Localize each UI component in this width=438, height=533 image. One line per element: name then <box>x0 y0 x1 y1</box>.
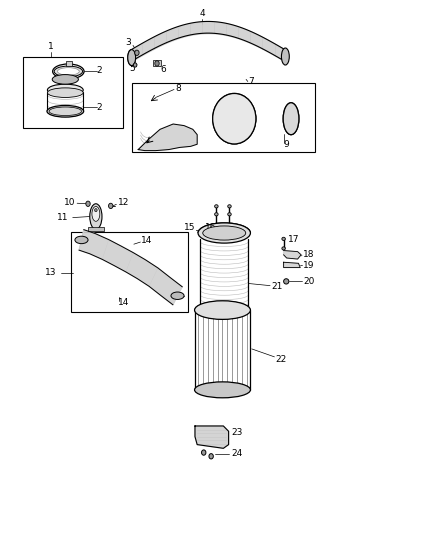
Text: 16: 16 <box>205 223 217 232</box>
Ellipse shape <box>54 66 82 77</box>
Ellipse shape <box>228 213 231 216</box>
Text: 4: 4 <box>200 9 205 18</box>
Text: 8: 8 <box>175 84 181 93</box>
Ellipse shape <box>128 50 136 66</box>
Ellipse shape <box>203 226 246 240</box>
Ellipse shape <box>171 292 184 300</box>
Ellipse shape <box>49 107 81 116</box>
Ellipse shape <box>53 64 84 79</box>
Ellipse shape <box>194 301 251 319</box>
Ellipse shape <box>282 48 289 65</box>
Ellipse shape <box>194 382 251 398</box>
Text: 2: 2 <box>97 67 102 75</box>
Ellipse shape <box>47 88 83 98</box>
Text: 7: 7 <box>249 77 254 86</box>
Ellipse shape <box>109 203 113 208</box>
Ellipse shape <box>215 205 218 208</box>
Text: 22: 22 <box>276 355 287 364</box>
Polygon shape <box>195 426 229 448</box>
Text: 3: 3 <box>125 38 131 47</box>
Ellipse shape <box>75 236 88 244</box>
Text: 17: 17 <box>288 236 300 245</box>
Ellipse shape <box>134 63 137 67</box>
Text: 2: 2 <box>97 102 102 111</box>
Text: 14: 14 <box>141 237 153 246</box>
Ellipse shape <box>47 84 83 96</box>
Text: 11: 11 <box>57 213 69 222</box>
Text: 12: 12 <box>118 198 129 207</box>
Ellipse shape <box>201 450 206 455</box>
Text: 19: 19 <box>303 261 315 270</box>
Text: 5: 5 <box>130 64 135 73</box>
Text: 15: 15 <box>184 223 195 232</box>
Bar <box>132 83 315 152</box>
Ellipse shape <box>209 454 213 459</box>
Text: 23: 23 <box>231 428 243 437</box>
Text: 21: 21 <box>272 282 283 291</box>
Ellipse shape <box>86 201 90 206</box>
Ellipse shape <box>213 93 256 144</box>
Text: 18: 18 <box>303 251 315 260</box>
Ellipse shape <box>47 106 84 117</box>
Ellipse shape <box>92 206 100 221</box>
Polygon shape <box>138 124 197 151</box>
Ellipse shape <box>200 302 248 317</box>
Ellipse shape <box>135 50 139 55</box>
Bar <box>88 227 104 231</box>
Bar <box>22 56 123 128</box>
Ellipse shape <box>282 247 286 250</box>
Ellipse shape <box>155 61 159 66</box>
Polygon shape <box>79 230 182 305</box>
Ellipse shape <box>198 223 251 243</box>
Bar <box>71 232 188 312</box>
Text: 13: 13 <box>45 269 57 277</box>
Text: 24: 24 <box>231 449 243 458</box>
Ellipse shape <box>215 213 218 216</box>
Text: 6: 6 <box>160 66 166 74</box>
Polygon shape <box>284 262 300 268</box>
Ellipse shape <box>52 75 78 84</box>
Polygon shape <box>284 251 301 259</box>
Text: 9: 9 <box>284 140 290 149</box>
Ellipse shape <box>283 103 299 135</box>
Ellipse shape <box>95 208 97 212</box>
Text: 10: 10 <box>64 198 75 207</box>
Bar <box>152 60 161 66</box>
Text: 1: 1 <box>48 42 54 51</box>
Ellipse shape <box>90 204 102 229</box>
Text: 14: 14 <box>118 298 129 307</box>
Bar <box>66 61 72 66</box>
Ellipse shape <box>284 279 289 284</box>
Text: 20: 20 <box>303 277 314 286</box>
Ellipse shape <box>282 237 286 240</box>
Ellipse shape <box>228 205 231 208</box>
Ellipse shape <box>57 68 79 75</box>
